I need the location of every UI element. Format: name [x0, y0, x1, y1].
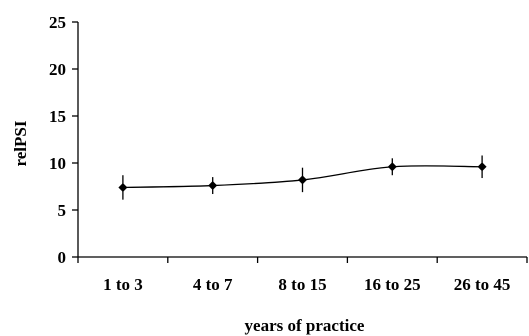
y-tick-label: 20 [49, 60, 66, 79]
x-tick-label: 16 to 25 [364, 275, 421, 294]
y-tick-label: 25 [49, 13, 66, 32]
data-point [298, 175, 307, 185]
x-axis-title: years of practice [245, 316, 365, 335]
series-group [118, 155, 487, 200]
axes [77, 22, 527, 258]
y-tick-label: 15 [49, 107, 66, 126]
data-point [387, 162, 397, 172]
x-axis-ticks: 1 to 3 4 to 7 8 to 15 16 to 25 26 to 45 [77, 257, 528, 294]
y-tick-label: 5 [58, 201, 67, 220]
x-tick-label: 8 to 15 [278, 275, 326, 294]
y-axis-ticks: 0 5 10 15 20 25 [49, 13, 78, 267]
x-tick-label: 1 to 3 [103, 275, 143, 294]
data-point [477, 162, 487, 172]
data-point [118, 182, 128, 192]
x-tick-label: 4 to 7 [193, 275, 233, 294]
y-axis-title: relPSI [11, 120, 30, 166]
y-tick-label: 0 [58, 248, 67, 267]
x-tick-label: 26 to 45 [454, 275, 511, 294]
data-point [208, 181, 218, 191]
y-tick-label: 10 [49, 154, 66, 173]
